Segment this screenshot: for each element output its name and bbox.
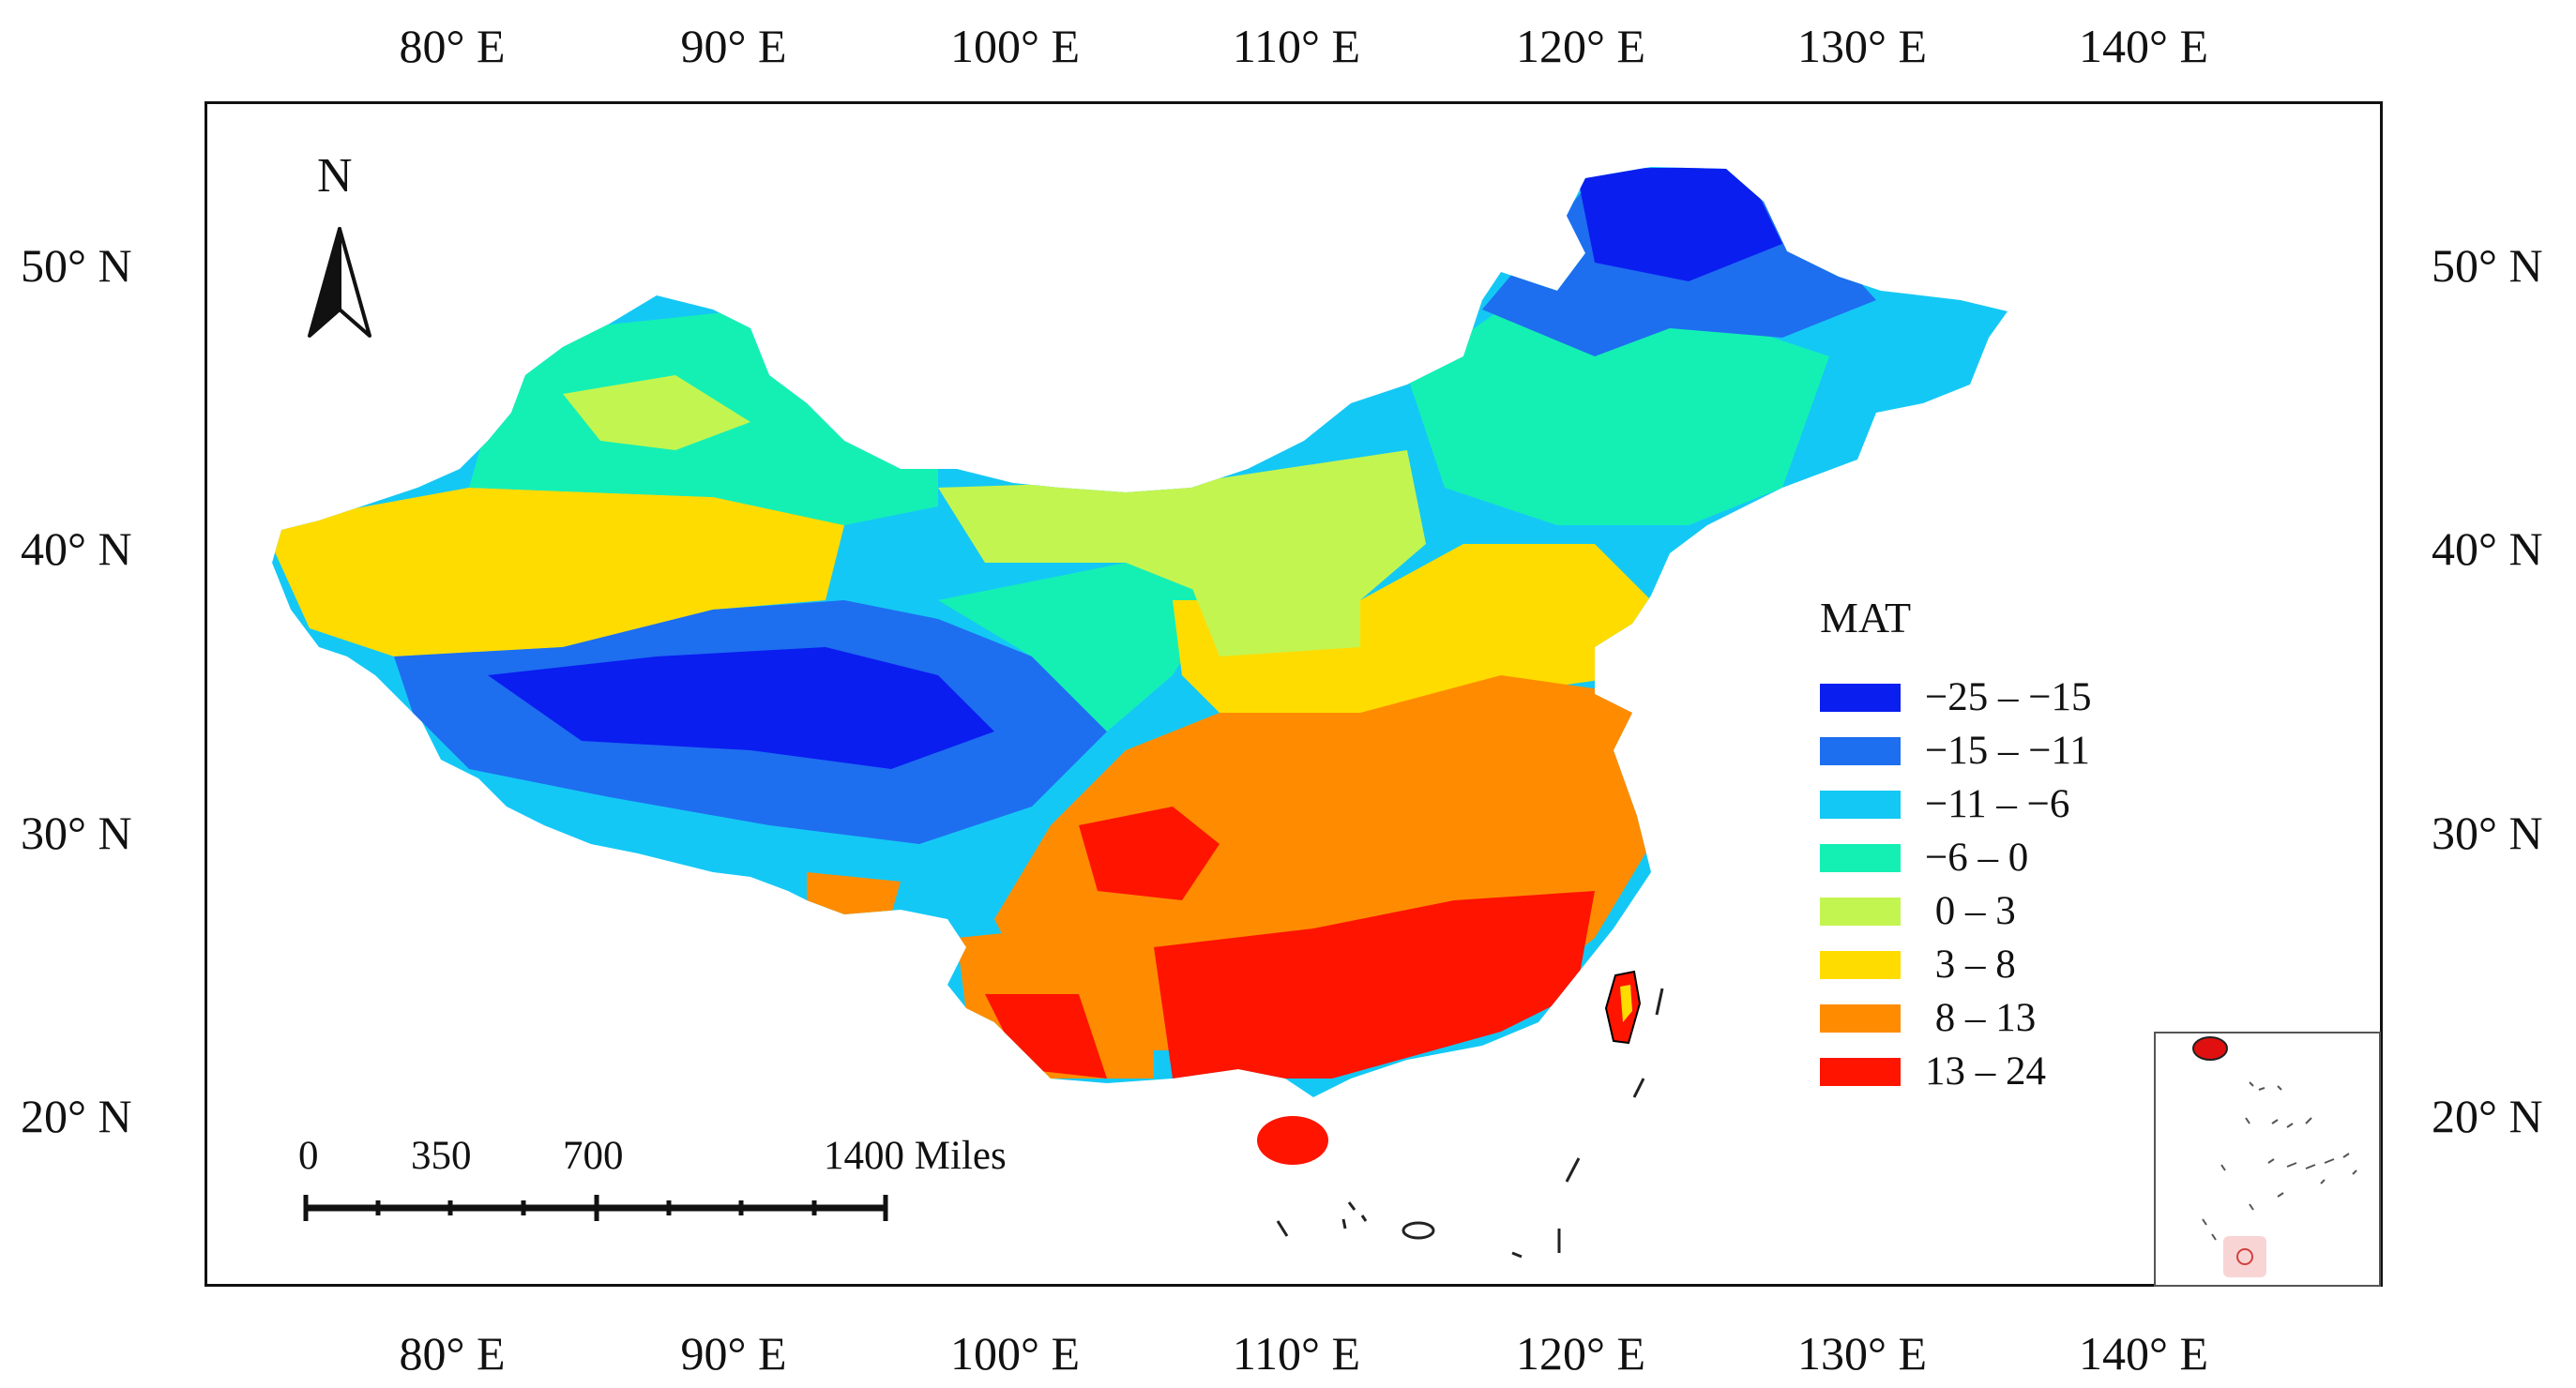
left-lat-label: 40° N — [21, 522, 132, 575]
hainan-island — [1257, 1116, 1328, 1165]
inset-map — [2154, 1032, 2381, 1287]
zone-sichuan-basin — [1079, 807, 1220, 900]
top-lon-label: 140° E — [2078, 20, 2209, 72]
scale-label: 700 — [563, 1134, 624, 1178]
legend-label: −11 – −6 — [1925, 782, 2070, 826]
legend-swatch — [1820, 790, 1901, 819]
right-lat-label: 40° N — [2432, 522, 2543, 575]
bottom-lon-label: 110° E — [1232, 1327, 1361, 1380]
top-lon-label: 90° E — [680, 20, 787, 72]
legend-label: −25 – −15 — [1925, 675, 2092, 719]
zone-north-plain — [1173, 544, 1651, 713]
south-sea-islands — [1276, 988, 1664, 1259]
bottom-lon-label: 130° E — [1796, 1327, 1928, 1380]
zone-south — [1154, 891, 1595, 1079]
legend-label: 3 – 8 — [1925, 943, 2016, 987]
legend-swatch — [1820, 736, 1901, 765]
top-lon-label: 110° E — [1232, 20, 1361, 72]
legend-item: −11 – −6 — [1820, 777, 2092, 831]
right-lat-label: 20° N — [2432, 1090, 2543, 1142]
scale-bar-icon — [303, 1195, 888, 1221]
legend-swatch — [1820, 843, 1901, 872]
right-lat-label: 50° N — [2432, 239, 2543, 292]
scale-label: 1400 Miles — [824, 1134, 1007, 1178]
bottom-lon-label: 120° E — [1515, 1327, 1646, 1380]
legend-item: −25 – −15 — [1820, 671, 2092, 724]
zone-coldest — [1576, 167, 1782, 281]
bottom-lon-label: 100° E — [949, 1327, 1081, 1380]
legend-item: 13 – 24 — [1820, 1045, 2092, 1098]
legend-item: −15 – −11 — [1820, 724, 2092, 777]
bottom-lon-label: 140° E — [2078, 1327, 2209, 1380]
legend-label: 13 – 24 — [1925, 1049, 2046, 1094]
legend: MAT −25 – −15 −15 – −11 −11 – −6 −6 – 0 … — [1820, 593, 2092, 1098]
right-lat-label: 30° N — [2432, 807, 2543, 859]
left-lat-label: 30° N — [21, 807, 132, 859]
legend-swatch — [1820, 1003, 1901, 1033]
zone-yunnan-south — [985, 994, 1107, 1079]
left-lat-label: 20° N — [21, 1090, 132, 1142]
legend-item: 8 – 13 — [1820, 991, 2092, 1045]
legend-label: −15 – −11 — [1925, 729, 2090, 773]
left-lat-label: 50° N — [21, 239, 132, 292]
legend-label: 0 – 3 — [1925, 889, 2016, 933]
top-lon-label: 80° E — [399, 20, 506, 72]
zone-tibet-high — [488, 647, 994, 769]
zone-dzungaria — [563, 375, 750, 450]
legend-item: 3 – 8 — [1820, 938, 2092, 991]
top-lon-label: 130° E — [1796, 20, 1928, 72]
bottom-lon-label: 90° E — [680, 1327, 787, 1380]
top-lon-label: 100° E — [949, 20, 1081, 72]
zone-loess — [1182, 563, 1360, 656]
bottom-lon-label: 80° E — [399, 1327, 506, 1380]
legend-swatch — [1820, 950, 1901, 979]
legend-swatch — [1820, 1057, 1901, 1086]
scale-label: 350 — [411, 1134, 472, 1178]
legend-swatch — [1820, 683, 1901, 712]
legend-title: MAT — [1820, 594, 1912, 641]
north-arrow-icon — [308, 227, 371, 338]
inset-islands — [2192, 1036, 2357, 1277]
zone-tibet-south — [807, 872, 901, 914]
legend-item: −6 – 0 — [1820, 831, 2092, 884]
top-lon-label: 120° E — [1515, 20, 1646, 72]
legend-label: −6 – 0 — [1925, 836, 2029, 880]
scale-label: 0 — [298, 1134, 319, 1178]
legend-swatch — [1820, 897, 1901, 926]
north-label: N — [317, 149, 353, 203]
zone-qinghai — [938, 563, 1220, 732]
legend-label: 8 – 13 — [1925, 996, 2037, 1040]
legend-item: 0 – 3 — [1820, 884, 2092, 938]
zone-tarim-basin — [272, 488, 844, 656]
map-frame — [205, 101, 2383, 1287]
taiwan-highland — [1620, 985, 1632, 1022]
